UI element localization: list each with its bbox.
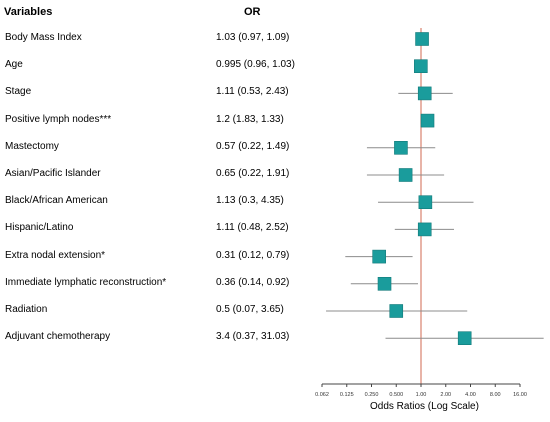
or-value-label: 0.36 (0.14, 0.92)	[216, 276, 290, 288]
x-tick-label: 0.500	[389, 392, 403, 398]
or-value-label: 1.2 (1.83, 1.33)	[216, 113, 284, 125]
or-marker	[418, 195, 433, 209]
x-tick-label: 0.125	[340, 392, 354, 398]
or-column-header: OR	[244, 6, 261, 18]
variable-label: Stage	[5, 86, 32, 98]
variable-label: Hispanic/Latino	[5, 222, 74, 234]
variable-label: Mastectomy	[5, 140, 59, 152]
or-marker	[420, 113, 435, 128]
or-value-label: 0.57 (0.22, 1.49)	[216, 140, 290, 152]
variables-column-header: Variables	[4, 6, 53, 18]
variable-label: Asian/Pacific Islander	[5, 168, 101, 179]
or-value-label: 1.03 (0.97, 1.09)	[216, 32, 290, 43]
variable-label: Radiation	[5, 304, 48, 315]
variable-label: Body Mass Index	[5, 32, 82, 43]
or-marker	[415, 32, 429, 46]
x-tick-label: 16.00	[513, 392, 527, 398]
or-marker	[417, 222, 432, 237]
or-value-label: 0.65 (0.22, 1.91)	[216, 168, 290, 179]
variable-label: Immediate lymphatic reconstruction*	[5, 276, 167, 288]
x-axis-label: Odds Ratios (Log Scale)	[370, 401, 479, 412]
x-tick-label: 0.062	[315, 392, 329, 398]
or-marker	[389, 304, 404, 318]
variable-label: Adjuvant chemotherapy	[5, 331, 111, 343]
or-marker	[398, 168, 413, 182]
x-tick-label: 1.00	[416, 392, 427, 398]
variable-label: Black/African American	[5, 195, 108, 207]
x-tick-label: 0.250	[365, 392, 379, 398]
variable-label: Age	[5, 59, 23, 71]
or-value-label: 1.13 (0.3, 4.35)	[216, 195, 284, 207]
or-value-label: 0.31 (0.12, 0.79)	[216, 249, 290, 261]
or-value-label: 1.11 (0.53, 2.43)	[216, 86, 289, 98]
or-marker	[394, 141, 408, 155]
or-marker	[417, 86, 432, 101]
variable-label: Positive lymph nodes***	[5, 113, 112, 125]
or-value-label: 0.5 (0.07, 3.65)	[216, 304, 284, 315]
x-tick-label: 4.00	[465, 392, 476, 398]
variable-label: Extra nodal extension*	[5, 249, 106, 261]
or-value-label: 1.11 (0.48, 2.52)	[216, 222, 289, 234]
or-marker	[414, 59, 428, 74]
or-value-label: 0.995 (0.96, 1.03)	[216, 59, 295, 71]
or-marker	[457, 331, 472, 346]
or-value-label: 3.4 (0.37, 31.03)	[216, 331, 290, 343]
or-marker	[372, 249, 386, 264]
x-tick-label: 8.00	[490, 392, 501, 398]
x-tick-label: 2.00	[440, 392, 451, 398]
or-marker	[377, 276, 392, 291]
